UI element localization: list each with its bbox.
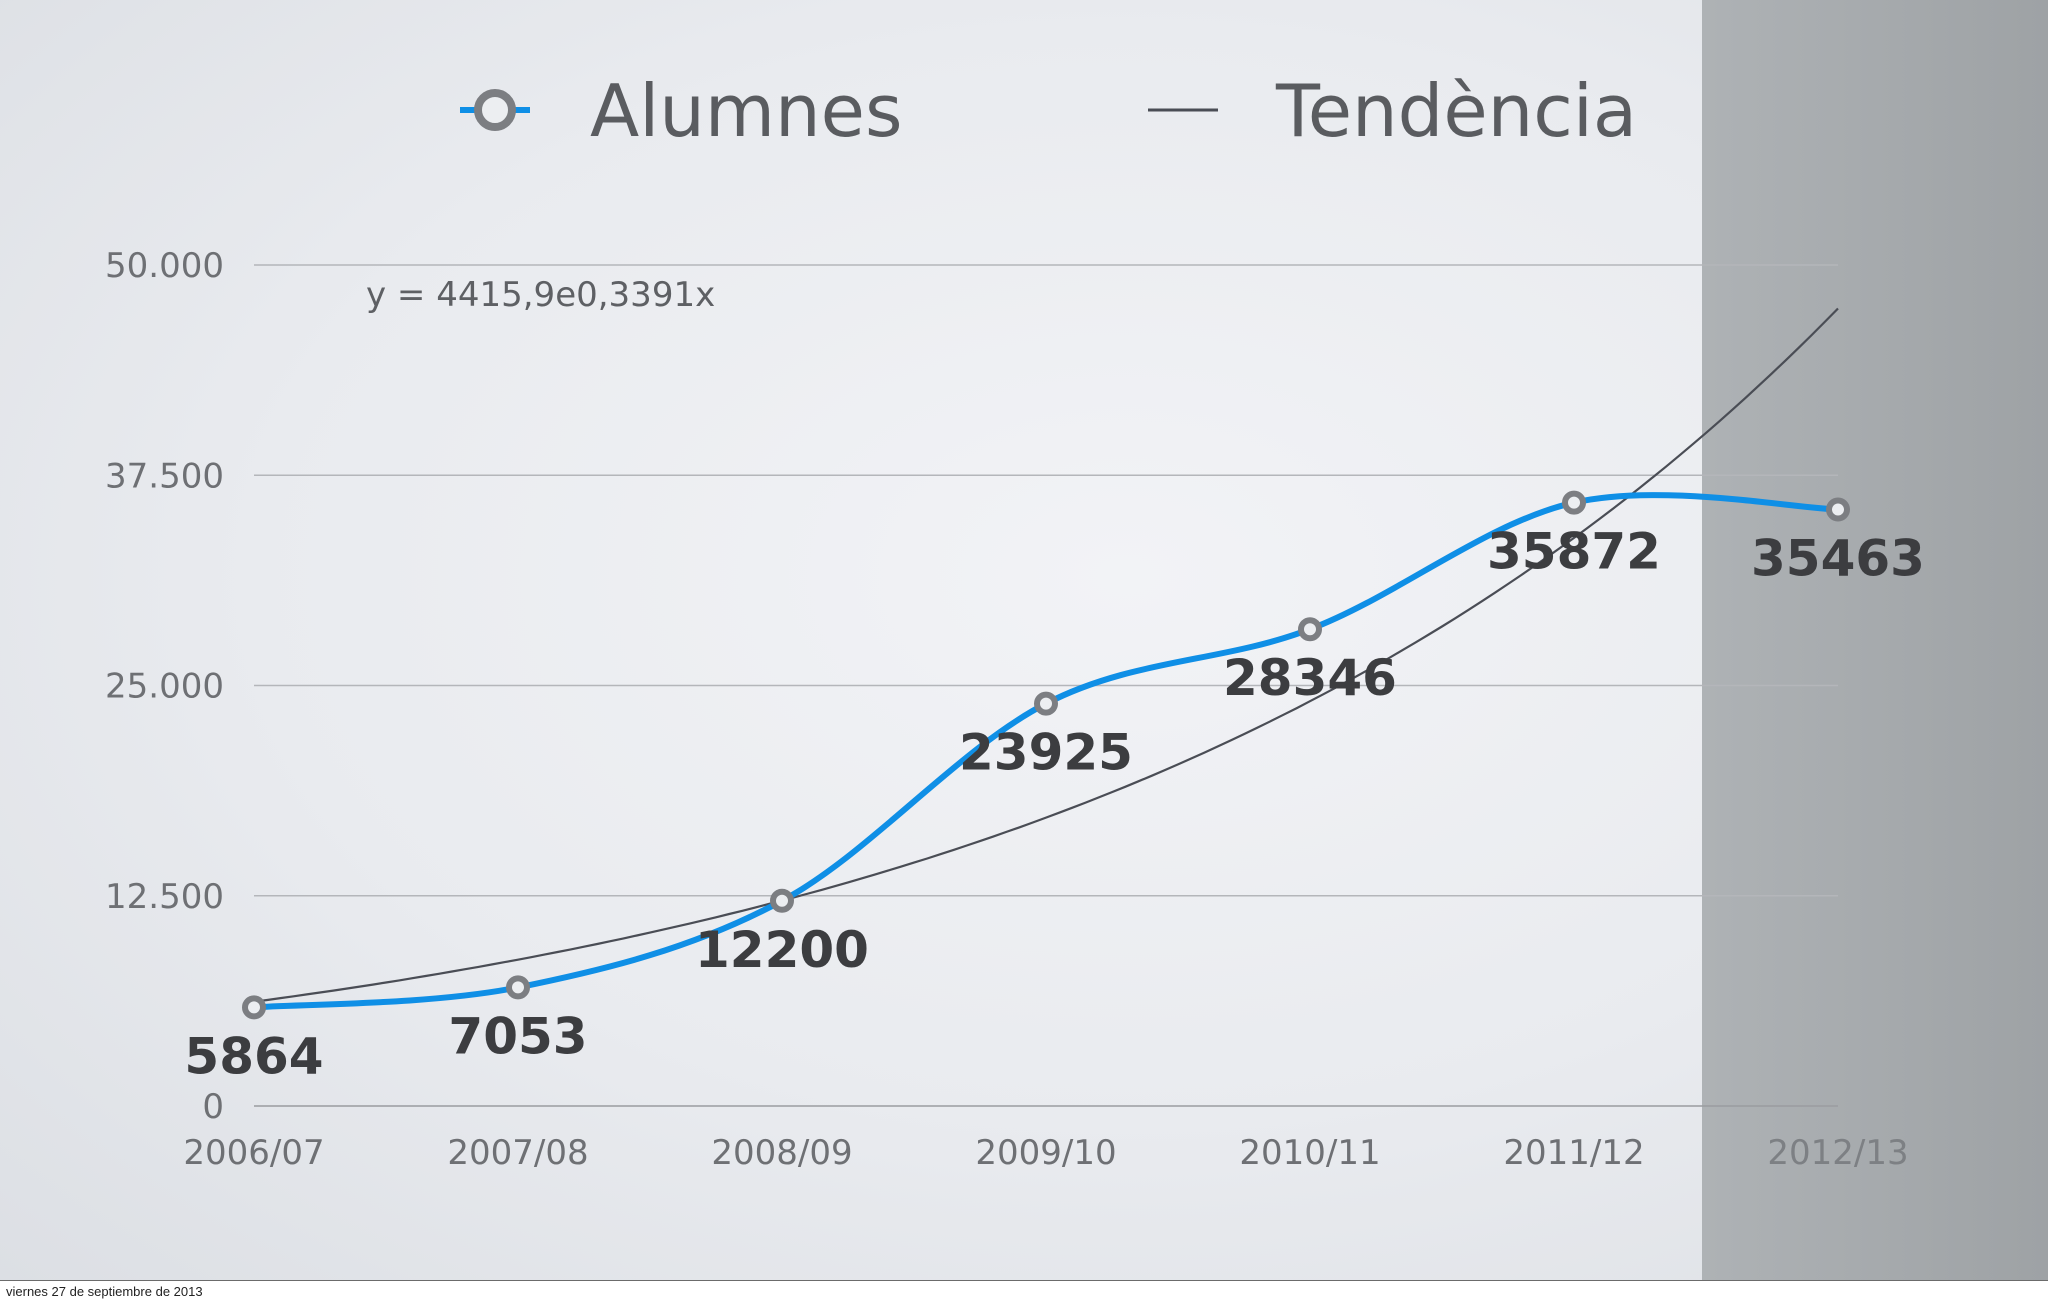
x-tick-label: 2008/09 — [711, 1133, 852, 1173]
footer: viernes 27 de septiembre de 2013 — [0, 1280, 2048, 1305]
legend-alumnes-marker-icon — [474, 89, 516, 131]
data-label: 35872 — [1487, 523, 1661, 581]
y-tick-label: 12.500 — [105, 877, 224, 917]
legend-tendencia-label: Tendència — [1275, 69, 1637, 153]
data-label: 12200 — [695, 921, 869, 979]
y-tick-label: 37.500 — [105, 456, 224, 496]
data-label: 35463 — [1751, 530, 1925, 588]
x-tick-label: 2011/12 — [1503, 1133, 1644, 1173]
legend: Alumnes Tendència — [460, 69, 1637, 153]
y-tick-label: 50.000 — [105, 246, 224, 286]
data-point — [1034, 691, 1058, 716]
y-tick-label: 0 — [202, 1087, 224, 1127]
data-point — [1298, 617, 1322, 642]
x-tick-label: 2007/08 — [447, 1133, 588, 1173]
data-label: 7053 — [448, 1007, 587, 1065]
legend-alumnes-label: Alumnes — [590, 69, 902, 153]
data-point — [770, 888, 794, 913]
x-tick-label: 2009/10 — [975, 1133, 1116, 1173]
y-axis-ticks: 0 12.500 25.000 37.500 50.000 — [105, 246, 224, 1127]
data-point — [506, 975, 530, 1000]
data-point — [1562, 490, 1586, 515]
data-point — [242, 995, 266, 1020]
x-tick-label: 2012/13 — [1767, 1133, 1908, 1173]
grid-lines — [254, 264, 1838, 1107]
projection-shade — [1702, 0, 2048, 1280]
trend-equation: y = 4415,9e0,3391x — [366, 275, 715, 315]
data-markers — [242, 490, 1850, 1020]
x-tick-label: 2006/07 — [183, 1133, 324, 1173]
data-point — [1826, 497, 1850, 522]
trend-line — [253, 307, 1839, 1003]
data-label: 5864 — [184, 1027, 323, 1085]
footer-date: viernes 27 de septiembre de 2013 — [6, 1284, 203, 1299]
y-tick-label: 25.000 — [105, 667, 224, 707]
x-tick-label: 2010/11 — [1239, 1133, 1380, 1173]
x-axis-ticks: 2006/07 2007/08 2008/09 2009/10 2010/11 2011/… — [183, 1133, 1908, 1173]
data-label: 28346 — [1223, 649, 1397, 707]
data-labels: 5864 7053 12200 23925 28346 35872 35463 — [184, 523, 1925, 1086]
data-label: 23925 — [959, 724, 1133, 782]
